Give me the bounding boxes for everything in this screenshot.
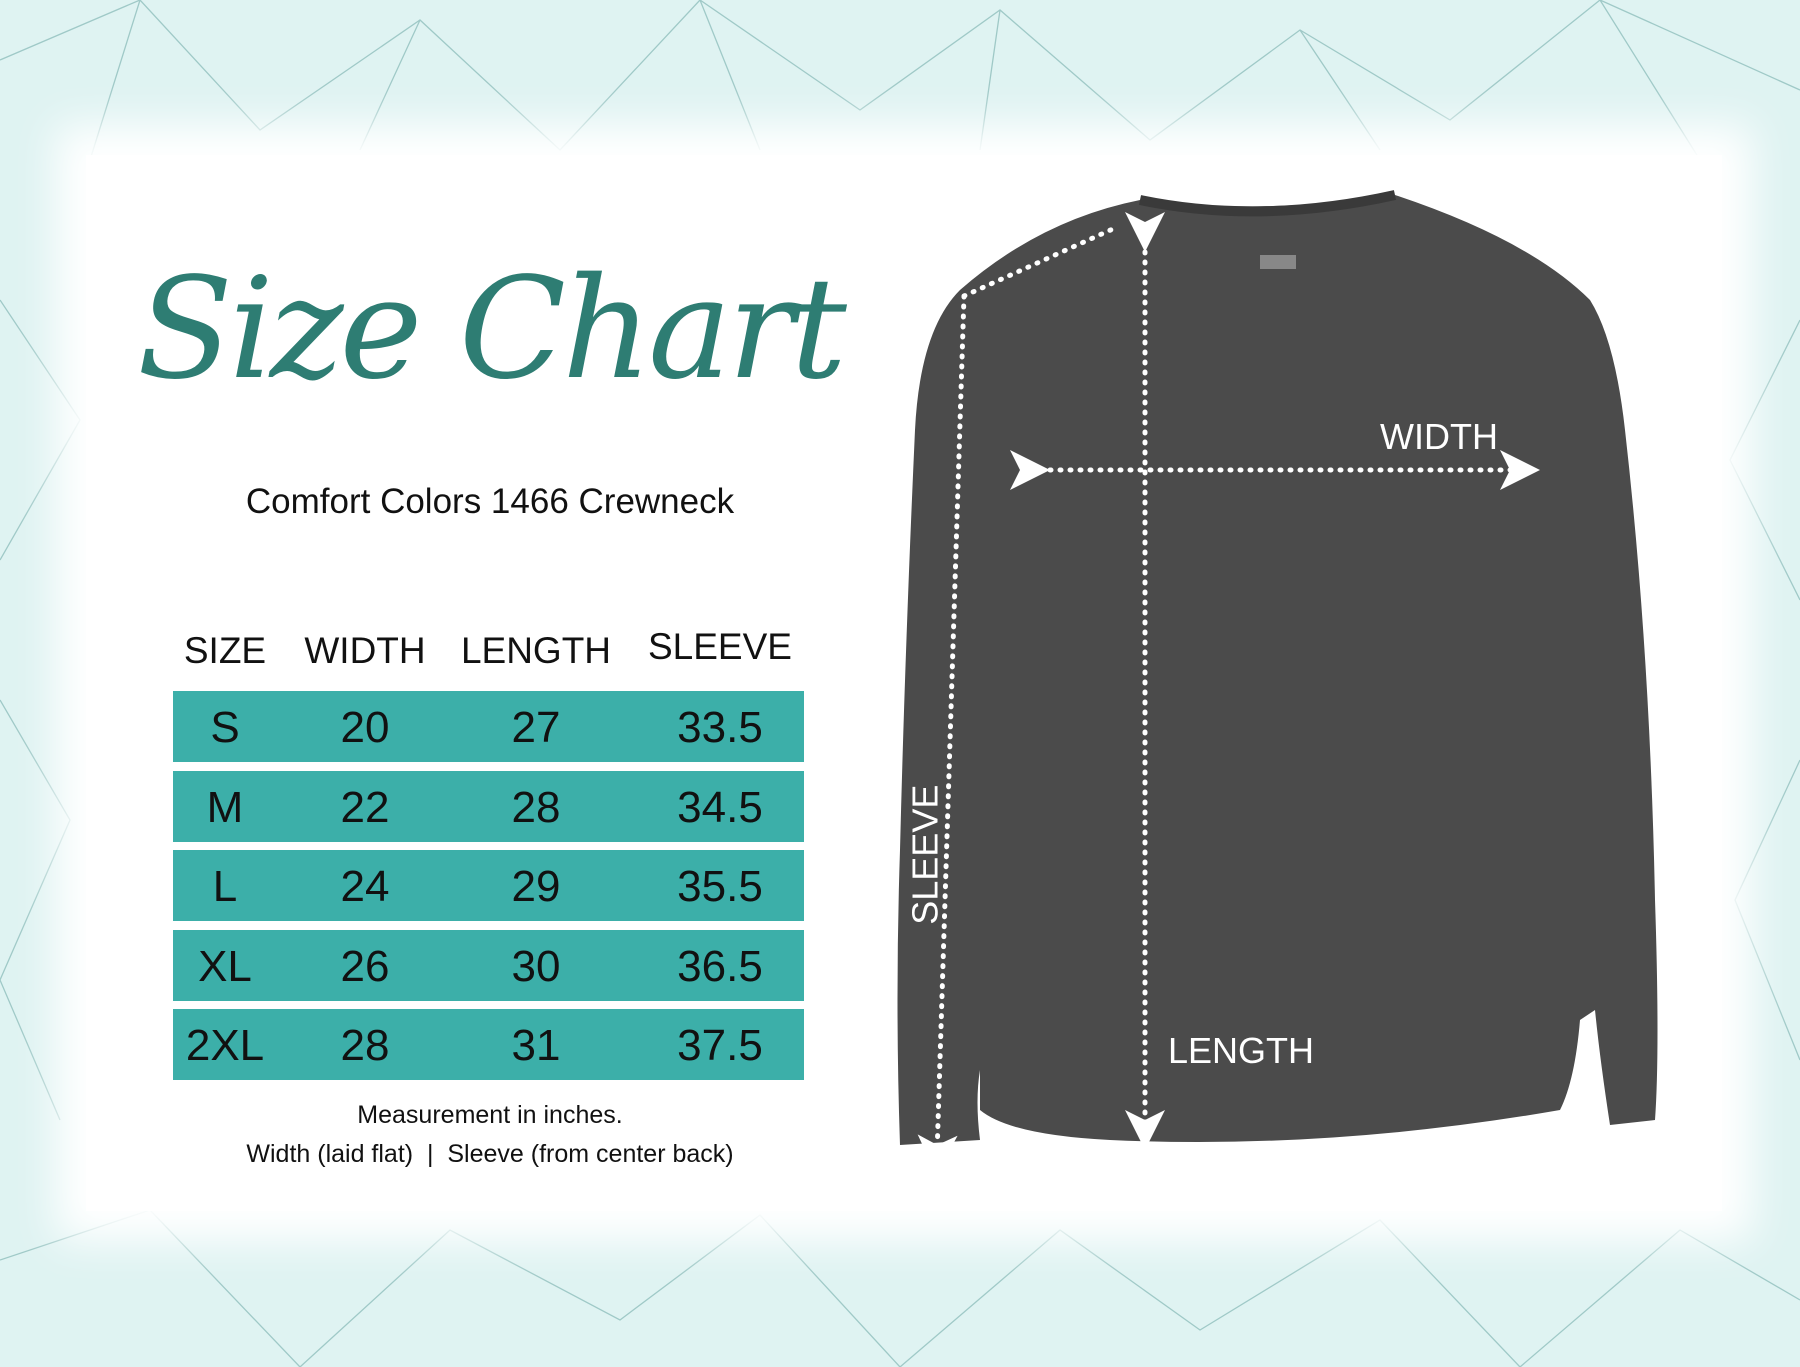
note-units: Measurement in inches. [357,1101,623,1129]
note-measurement: Width (laid flat) | Sleeve (from center … [246,1140,734,1168]
cell-sleeve: 33.5 [677,703,763,752]
cell-sleeve: 37.5 [677,1021,763,1070]
cell-sleeve: 35.5 [677,862,763,911]
table-row: L 24 29 35.5 [173,850,804,921]
page-title: Size Chart [137,248,847,411]
cell-length: 27 [511,703,561,752]
header-width: WIDTH [304,630,426,671]
sleeve-arrow [937,225,1118,1155]
header-sleeve: SLEEVE [648,626,792,667]
cell-length: 31 [511,1021,561,1070]
table-row: XL 26 30 36.5 [173,929,804,1001]
header-size: SIZE [183,630,267,671]
cell-width: 22 [340,782,390,832]
cell-size: XL [198,941,252,991]
length-label: LENGTH [1168,1030,1315,1071]
header-length: LENGTH [460,630,612,671]
cell-width: 20 [340,703,390,752]
cell-length: 29 [511,862,561,911]
cell-width: 26 [340,941,390,991]
cell-length: 30 [511,941,561,991]
cell-sleeve: 36.5 [677,941,763,991]
cell-size: 2XL [185,1021,265,1070]
table-row: 2XL 28 31 37.5 [173,1009,804,1080]
sweatshirt-body [897,195,1658,1145]
width-label: WIDTH [1380,416,1498,457]
garment-tag [1260,255,1296,269]
cell-sleeve: 34.5 [677,782,763,832]
cell-size: M [206,782,244,832]
cell-length: 28 [511,782,561,832]
cell-size: S [210,703,240,752]
sleeve-label: SLEEVE [904,784,946,925]
cell-size: L [212,862,238,911]
cell-width: 24 [340,862,390,911]
table-row: S 20 27 33.5 [173,691,804,762]
table-row: M 22 28 34.5 [173,770,804,842]
cell-width: 28 [340,1021,390,1070]
product-subtitle: Comfort Colors 1466 Crewneck [245,482,735,521]
